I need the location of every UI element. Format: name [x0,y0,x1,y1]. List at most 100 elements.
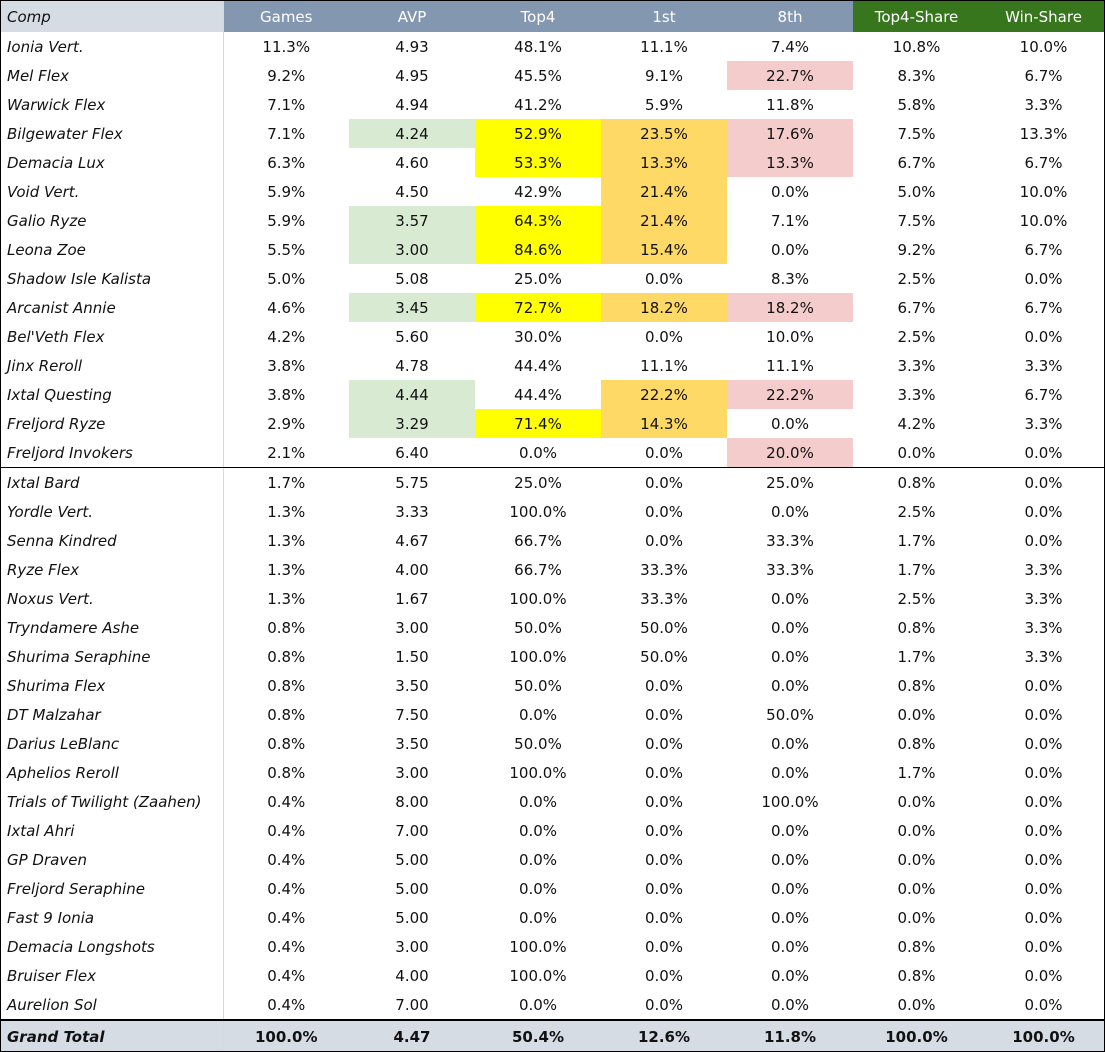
first-cell[interactable]: 0.0% [644,502,684,521]
eighth-cell[interactable]: 0.0% [770,763,810,782]
first-cell[interactable]: 11.1% [640,37,688,56]
comp-cell[interactable]: Senna Kindred [1,526,224,555]
avp-cell[interactable]: 4.94 [395,95,429,114]
header-top4[interactable]: Top4 [475,1,601,32]
games-cell[interactable]: 11.3% [262,37,311,56]
top4-share-cell[interactable]: 2.5% [897,502,936,521]
avp-cell[interactable]: 4.50 [395,182,429,201]
avp-cell[interactable]: 1.50 [395,647,429,666]
comp-cell[interactable]: Aphelios Reroll [1,758,224,787]
eighth-cell[interactable]: 7.1% [770,211,810,230]
comp-cell[interactable]: Warwick Flex [1,90,224,119]
avp-cell[interactable]: 3.50 [395,734,429,753]
first-cell[interactable]: 0.0% [644,908,684,927]
games-cell[interactable]: 0.4% [267,995,306,1014]
top4-share-cell[interactable]: 1.7% [897,531,936,550]
avp-cell[interactable]: 6.40 [349,438,475,468]
top4-cell[interactable]: 0.0% [518,705,558,724]
first-cell[interactable]: 23.5% [601,119,727,148]
top4-cell[interactable]: 100.0% [509,966,567,985]
comp-cell[interactable]: Demacia Longshots [1,932,224,961]
top4-cell[interactable]: 25.0% [514,473,562,492]
eighth-cell[interactable]: 0.0% [770,937,810,956]
first-cell[interactable]: 0.0% [644,705,684,724]
top4-share-cell[interactable]: 1.7% [897,560,936,579]
eighth-cell[interactable]: 0.0% [770,966,810,985]
comp-cell[interactable]: Bruiser Flex [1,961,224,990]
eighth-cell[interactable]: 33.3% [766,560,814,579]
eighth-cell[interactable]: 11.8% [766,95,814,114]
eighth-cell[interactable]: 100.0% [761,792,819,811]
win-share-cell[interactable]: 0.0% [1024,908,1063,927]
comp-cell[interactable]: Yordle Vert. [1,497,224,526]
comp-cell[interactable]: Mel Flex [1,61,224,90]
games-cell[interactable]: 1.3% [267,589,306,608]
eighth-cell[interactable]: 22.7% [727,61,853,90]
header-games[interactable]: Games [223,1,349,32]
eighth-cell[interactable]: 0.0% [770,618,810,637]
comp-cell[interactable]: Ionia Vert. [1,32,224,61]
top4-cell[interactable]: 100.0% [509,763,567,782]
win-share-cell[interactable]: 10.0% [1019,211,1068,230]
eighth-cell[interactable]: 0.0% [770,240,810,259]
win-share-cell[interactable]: 6.7% [1024,240,1063,259]
avp-cell[interactable]: 3.50 [395,676,429,695]
first-cell[interactable]: 0.0% [644,734,684,753]
top4-share-cell[interactable]: 6.7% [897,153,936,172]
win-share-cell[interactable]: 6.7% [1024,385,1063,404]
games-cell[interactable]: 5.5% [267,240,306,259]
avp-cell[interactable]: 3.33 [395,502,429,521]
avp-cell[interactable]: 4.95 [395,66,429,85]
win-share-cell[interactable]: 10.0% [1019,182,1068,201]
top4-cell[interactable]: 50.0% [514,618,562,637]
comp-cell[interactable]: Void Vert. [1,177,224,206]
comp-cell[interactable]: Freljord Seraphine [1,874,224,903]
eighth-cell[interactable]: 0.0% [770,850,810,869]
eighth-cell[interactable]: 0.0% [770,995,810,1014]
avp-cell[interactable]: 3.00 [349,235,475,264]
avp-cell[interactable]: 3.45 [349,293,475,322]
comp-cell[interactable]: Darius LeBlanc [1,729,224,758]
first-cell[interactable]: 21.4% [601,177,727,206]
win-share-cell[interactable]: 0.0% [1024,966,1063,985]
comp-cell[interactable]: Freljord Ryze [1,409,224,438]
first-cell[interactable]: 22.2% [601,380,727,409]
top4-cell[interactable]: 0.0% [475,438,601,468]
comp-cell[interactable]: Noxus Vert. [1,584,224,613]
eighth-cell[interactable]: 22.2% [727,380,853,409]
top4-share-cell[interactable]: 0.8% [897,734,936,753]
first-cell[interactable]: 14.3% [601,409,727,438]
first-cell[interactable]: 11.1% [640,356,688,375]
games-cell[interactable]: 2.1% [223,438,349,468]
header-top4-share[interactable]: Top4-Share [853,1,980,32]
top4-share-cell[interactable]: 2.5% [897,589,936,608]
games-cell[interactable]: 0.4% [267,908,306,927]
eighth-cell[interactable]: 0.0% [770,676,810,695]
top4-share-cell[interactable]: 0.0% [853,438,980,468]
avp-cell[interactable]: 4.44 [349,380,475,409]
games-cell[interactable]: 0.8% [267,705,306,724]
win-share-cell[interactable]: 0.0% [1024,821,1063,840]
top4-cell[interactable]: 66.7% [514,531,562,550]
header-avp[interactable]: AVP [349,1,475,32]
comp-cell[interactable]: Aurelion Sol [1,990,224,1020]
top4-cell[interactable]: 50.0% [514,676,562,695]
first-cell[interactable]: 0.0% [644,821,684,840]
top4-cell[interactable]: 0.0% [518,850,558,869]
top4-cell[interactable]: 64.3% [475,206,601,235]
avp-cell[interactable]: 3.29 [349,409,475,438]
first-cell[interactable]: 0.0% [644,327,684,346]
games-cell[interactable]: 0.8% [267,676,306,695]
top4-share-cell[interactable]: 0.8% [897,937,936,956]
first-cell[interactable]: 50.0% [640,647,688,666]
top4-share-cell[interactable]: 10.8% [892,37,941,56]
avp-cell[interactable]: 4.00 [395,560,429,579]
eighth-cell[interactable]: 11.1% [766,356,814,375]
games-cell[interactable]: 1.3% [267,560,306,579]
top4-share-cell[interactable]: 0.0% [897,879,936,898]
first-cell[interactable]: 9.1% [644,66,684,85]
avp-cell[interactable]: 4.78 [395,356,429,375]
win-share-cell[interactable]: 0.0% [1024,763,1063,782]
first-cell[interactable]: 0.0% [601,438,727,468]
eighth-cell[interactable]: 25.0% [766,473,814,492]
